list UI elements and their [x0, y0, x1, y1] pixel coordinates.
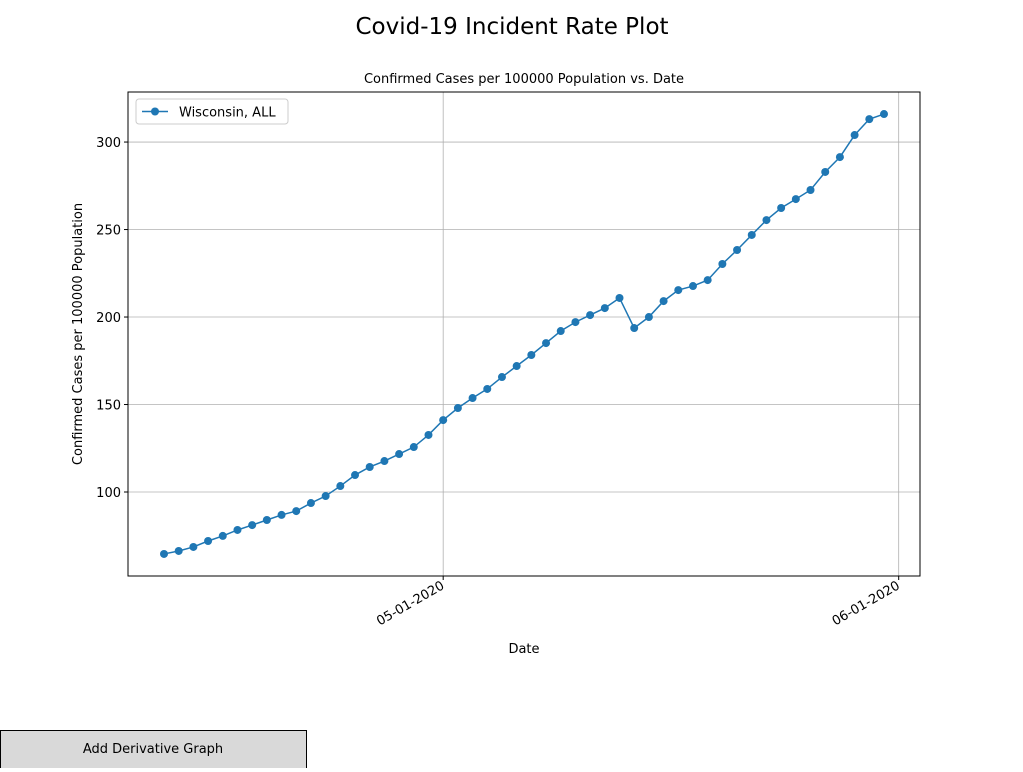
data-point: [189, 542, 198, 551]
data-point: [542, 339, 551, 348]
data-point: [365, 462, 374, 471]
data-point: [248, 521, 257, 530]
data-point: [747, 230, 756, 239]
data-point: [292, 507, 301, 516]
data-point: [277, 510, 286, 519]
data-line: [163, 113, 885, 555]
data-point: [483, 384, 492, 393]
data-point: [791, 195, 800, 204]
data-point: [160, 549, 168, 558]
y-tick-label: 150: [96, 399, 121, 414]
data-point: [586, 311, 595, 320]
data-point: [733, 246, 742, 255]
y-axis-label: Confirmed Cases per 100000 Population: [71, 203, 86, 465]
data-point: [880, 110, 888, 119]
data-point: [321, 492, 330, 501]
data-point: [424, 430, 433, 439]
data-point: [777, 204, 786, 213]
x-tick-label: 06-01-2020: [830, 578, 903, 629]
data-point: [395, 450, 404, 459]
data-point: [850, 131, 859, 140]
data-point: [306, 499, 315, 508]
data-point: [762, 216, 771, 225]
y-tick-label: 250: [96, 224, 121, 239]
data-point: [688, 282, 697, 291]
data-point: [218, 531, 227, 540]
x-tick-label: 05-01-2020: [374, 578, 447, 629]
data-point: [351, 471, 360, 480]
data-point: [439, 416, 448, 425]
data-point: [806, 185, 815, 194]
plot-frame: [127, 91, 921, 577]
data-point: [835, 153, 844, 162]
data-point: [630, 324, 639, 333]
data-point: [556, 327, 565, 336]
chart-subtitle: Confirmed Cases per 100000 Population vs…: [364, 72, 684, 87]
data-point: [571, 318, 580, 327]
data-point: [468, 394, 477, 403]
data-point: [380, 457, 389, 466]
legend-marker: [151, 107, 159, 116]
x-axis-label: Date: [508, 642, 539, 657]
data-point: [527, 350, 536, 359]
data-point: [409, 443, 418, 452]
legend-label: Wisconsin, ALL: [179, 106, 276, 121]
y-tick-label: 100: [96, 486, 121, 501]
data-point: [703, 276, 712, 285]
y-tick-label: 200: [96, 311, 121, 326]
data-point: [453, 404, 462, 413]
data-point: [497, 373, 506, 382]
data-point: [233, 525, 242, 534]
data-point: [600, 304, 609, 313]
data-point: [615, 293, 624, 302]
data-point: [674, 286, 683, 295]
data-point: [718, 260, 727, 269]
button[interactable]: [0, 730, 307, 769]
button-label[interactable]: Add Derivative Graph: [83, 742, 223, 757]
data-point: [262, 516, 271, 525]
data-point: [512, 362, 521, 371]
data-point: [865, 115, 874, 124]
data-point: [174, 546, 183, 555]
data-point: [336, 482, 345, 491]
chart-title: Covid-19 Incident Rate Plot: [355, 14, 668, 40]
data-point: [659, 297, 668, 306]
legend-box: [135, 98, 289, 125]
data-point: [821, 167, 830, 176]
y-tick-label: 300: [96, 136, 121, 151]
data-point: [644, 313, 653, 322]
data-point: [204, 537, 213, 546]
